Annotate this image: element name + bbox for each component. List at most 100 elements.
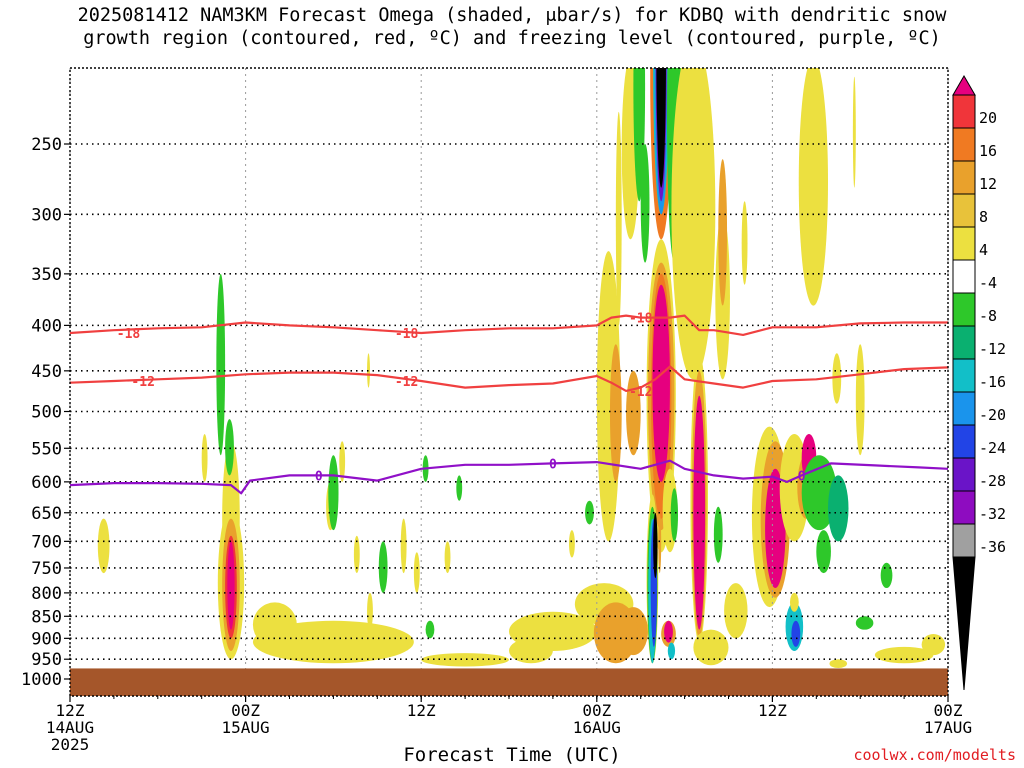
omega-cell — [652, 284, 670, 482]
omega-cell — [593, 602, 638, 664]
colorbar-label: 12 — [979, 175, 997, 193]
colorbar-label: -20 — [979, 406, 1006, 424]
colorbar-bin — [952, 457, 976, 492]
title-line-2: growth region (contoured, red, ºC) and f… — [83, 28, 941, 49]
colorbar-arrow-bottom — [952, 556, 976, 691]
colorbar-label: -16 — [979, 373, 1006, 391]
omega-cell — [713, 506, 723, 563]
y-tick-label: 500 — [31, 403, 62, 423]
omega-cell — [670, 488, 679, 542]
x-tick-label: 12Z — [407, 701, 436, 720]
contour--18 — [69, 314, 948, 336]
omega-cell — [425, 620, 435, 639]
y-tick-label: 850 — [31, 607, 62, 627]
omega-cell — [855, 616, 874, 630]
colorbar-label: -24 — [979, 439, 1006, 457]
chart-title: 2025081412 NAM3KM Forecast Omega (shaded… — [0, 4, 1024, 50]
colorbar-label: -12 — [979, 340, 1006, 358]
colorbar-bin — [952, 391, 976, 426]
omega-cell — [367, 592, 373, 630]
omega-cell — [829, 659, 848, 669]
x-tick-label: 00Z — [231, 701, 260, 720]
y-tick-label: 300 — [31, 205, 62, 225]
omega-cell — [855, 344, 865, 456]
omega-cell — [816, 530, 831, 574]
colorbar: 20 16 12 8 4 -4 -8 -12 -16 -20 -24 -28 -32 -36 — [952, 75, 1006, 691]
y-tick-label: 1000 — [21, 670, 62, 690]
y-tick-label: 750 — [31, 559, 62, 579]
omega-cell — [789, 592, 799, 612]
x-tick-label: 14AUG — [46, 718, 94, 737]
colorbar-label: 8 — [979, 208, 988, 226]
y-tick-label: 600 — [31, 473, 62, 493]
omega-cell — [801, 455, 837, 531]
omega-cell — [216, 273, 226, 456]
x-tick-label: 12Z — [758, 701, 787, 720]
ground-layer — [70, 668, 948, 696]
ground-rect — [70, 668, 948, 696]
omega-cell — [252, 602, 297, 647]
x-tick-label: 2025 — [51, 735, 90, 754]
omega-cell — [568, 530, 575, 558]
omega-cell — [656, 68, 666, 188]
omega-cell — [97, 518, 110, 574]
omega-cell — [227, 541, 235, 630]
omega-cell — [832, 353, 842, 404]
omega-cell — [880, 562, 893, 589]
omega-cell — [653, 512, 658, 579]
contour-label: 0 — [798, 469, 806, 484]
credit-link[interactable]: coolwx.com/modelts — [853, 746, 1016, 764]
colorbar-bin — [952, 490, 976, 525]
omega-cell — [328, 455, 339, 531]
omega-cell — [339, 441, 346, 482]
omega-cell — [874, 646, 934, 664]
colorbar-label: 20 — [979, 109, 997, 127]
colorbar-label: 16 — [979, 142, 997, 160]
contour-label: -18 — [395, 327, 419, 342]
y-tick-label: 450 — [31, 362, 62, 382]
omega-cell — [658, 512, 662, 574]
x-tick-label: 00Z — [934, 701, 963, 720]
y-tick-label: 400 — [31, 316, 62, 336]
omega-cell — [378, 541, 388, 593]
colorbar-bin — [952, 292, 976, 327]
omega-cell — [456, 475, 463, 501]
y-tick-label: 250 — [31, 135, 62, 155]
contour--12 — [69, 365, 949, 392]
omega-cell — [615, 111, 622, 326]
omega-cell — [609, 344, 622, 482]
omega-cell — [444, 541, 451, 574]
omega-cell — [201, 433, 208, 482]
x-tick-label: 15AUG — [222, 718, 270, 737]
colorbar-bin — [952, 523, 976, 558]
colorbar-label: -32 — [979, 505, 1006, 523]
colorbar-label: -4 — [979, 274, 997, 292]
contour-label: -12 — [395, 375, 418, 390]
omega-cell — [718, 159, 728, 306]
omega-cell — [828, 475, 849, 542]
omega-cell — [400, 518, 407, 574]
contour-label: -12 — [629, 385, 652, 400]
omega-cell — [626, 370, 641, 456]
colorbar-arrow-top — [952, 75, 976, 96]
colorbar-bin — [952, 358, 976, 393]
x-tick-label: 17AUG — [924, 718, 972, 737]
x-tick-label: 00Z — [582, 701, 611, 720]
omega-cell — [921, 634, 946, 656]
colorbar-bin — [952, 160, 976, 195]
omega-cell — [798, 68, 829, 306]
omega-cell — [741, 201, 748, 285]
omega-cell — [693, 395, 706, 630]
y-tick-label: 800 — [31, 584, 62, 604]
omega-cell — [353, 535, 360, 574]
omega-cell — [640, 144, 650, 263]
omega-cell — [667, 642, 676, 660]
contour-label: 0 — [549, 457, 557, 472]
omega-cell — [852, 76, 856, 188]
colorbar-label: 4 — [979, 241, 988, 259]
omega-cell — [664, 620, 673, 643]
colorbar-bin — [952, 424, 976, 459]
x-tick-label: 12Z — [56, 701, 85, 720]
omega-cell — [421, 653, 509, 667]
